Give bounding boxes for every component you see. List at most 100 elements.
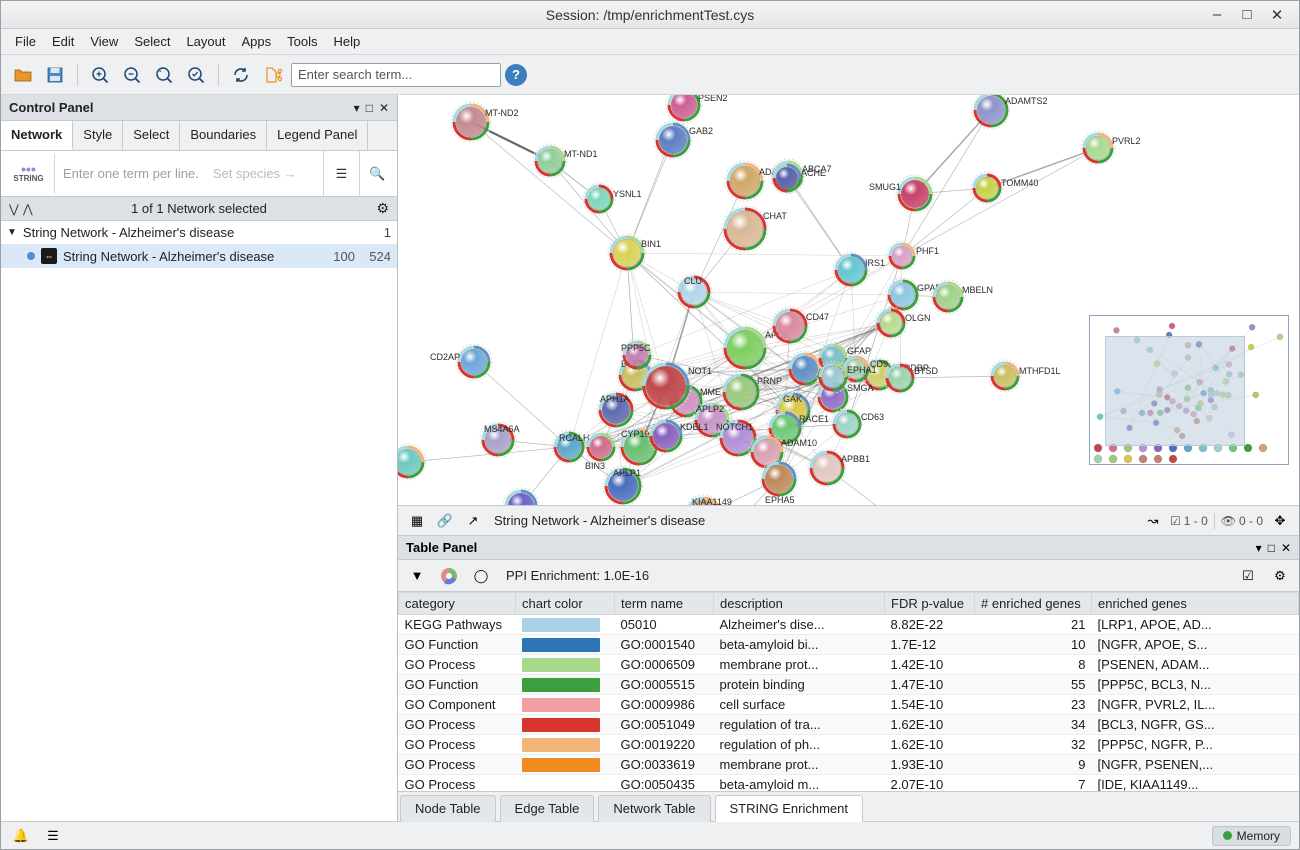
save-icon[interactable] xyxy=(41,61,69,89)
protein-node-epha5[interactable] xyxy=(759,459,799,499)
table-row[interactable]: GO Process GO:0050435 beta-amyloid m... 2.0… xyxy=(399,775,1299,792)
protein-node-cd63[interactable] xyxy=(830,407,864,441)
column-header-chart-color[interactable]: chart color xyxy=(516,593,615,615)
protein-node-mt-nd2[interactable] xyxy=(450,101,492,143)
protein-node-aplp1[interactable] xyxy=(602,465,644,506)
protein-node-bin1[interactable] xyxy=(607,233,647,273)
table-row[interactable]: GO Function GO:0005515 protein binding 1.47… xyxy=(399,675,1299,695)
protein-node-cd47[interactable] xyxy=(770,306,810,346)
protein-node-bin3[interactable] xyxy=(584,430,618,464)
protein-node-bcap[interactable] xyxy=(398,443,427,481)
minimize-button[interactable]: – xyxy=(1207,6,1227,23)
table-row[interactable]: KEGG Pathways 05010 Alzheimer's dise... 8.8… xyxy=(399,615,1299,635)
table-row[interactable]: GO Process GO:0006509 membrane prot... 1.42… xyxy=(399,655,1299,675)
table-row[interactable]: GO Process GO:0051049 regulation of tra...… xyxy=(399,715,1299,735)
protein-node-apoe[interactable] xyxy=(721,324,769,372)
protein-node-psen2[interactable] xyxy=(665,95,703,124)
table-row[interactable]: GO Process GO:0019220 regulation of ph... 1… xyxy=(399,735,1299,755)
tab-style[interactable]: Style xyxy=(73,121,123,150)
menu-apps[interactable]: Apps xyxy=(234,32,280,51)
close-button[interactable]: ✕ xyxy=(1267,6,1287,24)
menu-tools[interactable]: Tools xyxy=(279,32,325,51)
protein-node-mt-nd1[interactable] xyxy=(532,143,568,179)
string-term-input[interactable]: Enter one term per line. Set species → xyxy=(55,151,323,196)
table-row[interactable]: GO Process GO:0033619 membrane prot... 1.93… xyxy=(399,755,1299,775)
column-header-category[interactable]: category xyxy=(399,593,516,615)
menu-select[interactable]: Select xyxy=(126,32,178,51)
help-icon[interactable]: ? xyxy=(505,64,527,86)
refresh-icon[interactable] xyxy=(227,61,255,89)
table-settings-gear-icon[interactable]: ⚙ xyxy=(1269,565,1291,587)
pie-chart-icon[interactable] xyxy=(438,565,460,587)
zoom-select-icon[interactable] xyxy=(182,61,210,89)
minimap[interactable] xyxy=(1089,315,1289,465)
protein-node-ppp5c[interactable] xyxy=(620,338,654,372)
protein-node-ysnl1[interactable] xyxy=(582,182,616,216)
control-panel-close-icon[interactable]: ✕ xyxy=(379,101,389,115)
open-icon[interactable] xyxy=(9,61,37,89)
set-species-link[interactable]: Set species → xyxy=(213,166,297,181)
protein-node-ache[interactable] xyxy=(770,161,804,195)
protein-node-adamts2[interactable] xyxy=(971,95,1011,130)
bottom-tab-node-table[interactable]: Node Table xyxy=(400,795,496,822)
menu-edit[interactable]: Edit xyxy=(44,32,82,51)
tree-expand-triangle-icon[interactable]: ▼ xyxy=(7,227,17,238)
fit-content-icon[interactable]: ✥ xyxy=(1269,510,1291,532)
grid-view-icon[interactable]: ▦ xyxy=(406,510,428,532)
notifications-icon[interactable]: 🔔 xyxy=(9,825,33,847)
table-panel-close-icon[interactable]: ✕ xyxy=(1281,541,1291,555)
control-panel-maximize-icon[interactable]: □ xyxy=(366,101,373,115)
protein-node-pvrl2[interactable] xyxy=(1080,130,1116,166)
control-panel-dropdown-icon[interactable]: ▾ xyxy=(354,101,360,115)
window-controls[interactable]: – □ ✕ xyxy=(1207,1,1293,28)
column-header-description[interactable]: description xyxy=(714,593,885,615)
search-magnifier-icon[interactable]: 🔍 xyxy=(359,151,395,196)
checked-filter-icon[interactable]: ☑ xyxy=(1237,565,1259,587)
table-panel-dropdown-icon[interactable]: ▾ xyxy=(1256,541,1262,555)
network-tree-leaf[interactable]: ⇔ String Network - Alzheimer's disease 1… xyxy=(1,244,397,268)
minimap-viewport[interactable] xyxy=(1105,336,1245,446)
zoom-out-icon[interactable] xyxy=(118,61,146,89)
circle-outline-icon[interactable]: ◯ xyxy=(470,565,492,587)
string-logo[interactable]: ••• STRING xyxy=(3,154,55,194)
column-header-term-name[interactable]: term name xyxy=(615,593,714,615)
menu-layout[interactable]: Layout xyxy=(178,32,233,51)
protein-node-chat[interactable] xyxy=(721,205,769,253)
protein-node-mbeln[interactable] xyxy=(930,279,966,315)
menu-help[interactable]: Help xyxy=(326,32,369,51)
table-row[interactable]: GO Function GO:0001540 beta-amyloid bi... 1… xyxy=(399,635,1299,655)
bottom-tab-network-table[interactable]: Network Table xyxy=(598,795,710,822)
bottom-tab-edge-table[interactable]: Edge Table xyxy=(500,795,595,822)
menu-view[interactable]: View xyxy=(82,32,126,51)
export-view-icon[interactable]: ↝ xyxy=(1142,510,1164,532)
protein-node-btsd[interactable] xyxy=(883,361,917,395)
collapse-all-icon[interactable]: ⋁ xyxy=(9,202,19,216)
protein-node-aph1a[interactable] xyxy=(596,390,636,430)
checkbox-icon[interactable]: ☑ xyxy=(1170,514,1181,528)
share-view-icon[interactable]: 🔗 xyxy=(434,510,456,532)
protein-node-cd2ap[interactable] xyxy=(455,343,493,381)
enrichment-table[interactable]: category chart color term name description F… xyxy=(398,592,1299,791)
tab-legend-panel[interactable]: Legend Panel xyxy=(267,121,368,150)
menu-hamburger-icon[interactable]: ☰ xyxy=(323,151,359,196)
eye-slash-icon[interactable]: 👁 xyxy=(1221,514,1236,528)
table-panel-maximize-icon[interactable]: □ xyxy=(1268,541,1275,555)
protein-node-clu[interactable] xyxy=(675,273,713,311)
protein-node-rcalh[interactable] xyxy=(551,429,587,465)
tab-select[interactable]: Select xyxy=(123,121,180,150)
zoom-fit-icon[interactable] xyxy=(150,61,178,89)
zoom-in-icon[interactable] xyxy=(86,61,114,89)
protein-node-kdel1[interactable] xyxy=(647,417,685,455)
protein-node-irs1[interactable] xyxy=(832,251,870,289)
protein-node-ms4a4e[interactable] xyxy=(502,487,540,506)
protein-node-phf1[interactable] xyxy=(886,240,918,272)
protein-node-smug1[interactable] xyxy=(895,174,935,214)
network-options-gear-icon[interactable]: ⚙ xyxy=(376,200,389,217)
protein-node-apbb1[interactable] xyxy=(807,448,847,488)
protein-node-epha1[interactable] xyxy=(816,360,850,394)
expand-all-icon[interactable]: ⋀ xyxy=(23,202,33,216)
export-icon[interactable] xyxy=(259,61,287,89)
protein-node-ms4a6a[interactable] xyxy=(479,421,517,459)
filter-icon[interactable]: ▼︎ xyxy=(406,565,428,587)
column-header-fdr-p-value[interactable]: FDR p-value xyxy=(885,593,975,615)
